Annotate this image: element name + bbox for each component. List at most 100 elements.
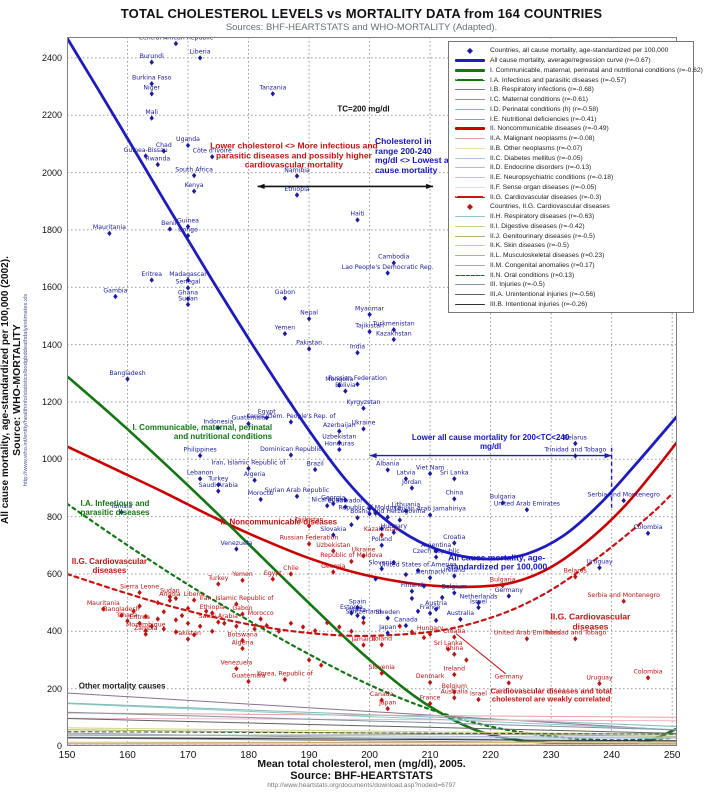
legend-label: II.H. Respiratory diseases (r=-0.63) <box>490 213 595 221</box>
x-tick-label: 150 <box>58 750 76 761</box>
line-swatch-icon <box>453 280 487 289</box>
other-causes-label: Other mortality causes <box>78 681 166 691</box>
country-label: Korea, Dem. People's Rep. of <box>246 413 336 420</box>
curve <box>67 741 677 744</box>
country-label: Finland <box>401 582 423 589</box>
country-label: Tajikistan <box>354 323 384 330</box>
country-label: Serbia and Montenegro <box>587 592 660 599</box>
data-point <box>137 603 142 609</box>
legend-label: Countries, all cause mortality, age-stan… <box>490 47 669 55</box>
data-point <box>216 581 221 587</box>
curve <box>67 731 677 735</box>
data-point <box>452 651 457 657</box>
y-tick-label: 800 <box>46 511 62 522</box>
data-point <box>506 680 511 686</box>
country-label: Spain <box>349 598 366 605</box>
data-point <box>415 608 421 614</box>
y-tick-label: 400 <box>46 626 62 637</box>
data-point <box>185 620 191 626</box>
data-point <box>403 508 409 514</box>
country-label: Nepal <box>300 310 318 317</box>
country-label: Russian Federation <box>328 375 387 382</box>
line-swatch <box>455 264 485 266</box>
country-label: Algeria <box>232 639 254 646</box>
cholesterol-range-note: Cholesterol in range 200-240 mg/dl <> Lo… <box>374 135 454 175</box>
communicable-label: I. Communicable, maternal, perinatal and… <box>132 423 273 442</box>
line-swatch <box>455 157 485 159</box>
country-label: Serbia and Montenegro <box>587 491 660 498</box>
data-point <box>258 496 263 503</box>
country-label: Uzbekistan <box>316 542 350 549</box>
data-point <box>185 142 191 149</box>
legend-label: I.A. Infectious and parasitic diseases (… <box>490 76 627 84</box>
data-point <box>573 574 578 580</box>
country-label: Korea, Republic of <box>257 670 314 677</box>
data-point <box>367 311 372 318</box>
diamond-marker-icon: ◆ <box>466 201 474 211</box>
data-point <box>427 575 433 581</box>
data-point <box>385 630 390 636</box>
country-label: Sierra Leone <box>120 583 159 590</box>
country-label: Congo <box>178 227 198 234</box>
line-swatch-icon <box>453 76 487 85</box>
country-label: Belarus <box>564 568 587 575</box>
country-label: Haiti <box>350 211 365 218</box>
diamond-marker-icon: ◆ <box>453 202 487 211</box>
country-label: Australia <box>441 689 469 696</box>
line-swatch-icon <box>453 271 487 280</box>
country-label: Morocco <box>248 610 274 617</box>
data-point <box>433 554 439 560</box>
y-axis-url: http://www.who.int/entity/healthinfo/sta… <box>23 293 29 487</box>
country-label: Libyan Arab Jamahiriya <box>394 506 466 513</box>
legend-item: II.H. Respiratory diseases (r=-0.63) <box>453 212 690 222</box>
country-label: Slovenia <box>369 664 396 671</box>
legend-item: All cause mortality, average/regression … <box>453 56 690 66</box>
country-label: Ukraine <box>352 547 376 554</box>
data-point <box>143 613 148 620</box>
data-point <box>476 696 481 703</box>
line-swatch <box>455 99 485 101</box>
data-point <box>427 631 433 637</box>
arrowhead <box>369 453 377 459</box>
line-swatch <box>455 68 485 72</box>
line-swatch-icon <box>453 163 487 172</box>
country-label: Liberia <box>184 591 205 598</box>
legend-label: II.D. Endocrine disorders (r=-0.13) <box>490 164 592 172</box>
data-point <box>149 81 154 87</box>
country-label: Benin <box>161 220 179 227</box>
line-swatch <box>455 138 485 140</box>
data-point <box>167 594 173 600</box>
line-swatch <box>455 186 485 188</box>
legend-label: II. Noncommunicable diseases (r=-0.49) <box>490 125 609 133</box>
data-point <box>379 532 384 538</box>
country-label: Netherlands <box>460 594 498 601</box>
legend-item: I.C. Maternal conditions (r=-0.61) <box>453 95 690 105</box>
country-label: Germany <box>495 674 524 681</box>
data-point <box>621 598 626 604</box>
line-swatch-icon <box>453 193 487 202</box>
data-point <box>379 697 384 703</box>
legend-label: I.D. Perinatal conditions (h) (r=-0.58) <box>490 105 599 113</box>
country-label: Lao People's Democratic Rep. <box>342 264 434 271</box>
country-label: United States of America <box>379 561 457 568</box>
y-tick-label: 1600 <box>41 282 62 293</box>
legend-item: II.E. Neuropsychiatric conditions (r=-0.… <box>453 173 690 183</box>
country-label: Indonesia <box>203 419 233 426</box>
data-point <box>300 624 306 630</box>
data-point <box>216 619 221 625</box>
data-point <box>143 631 148 637</box>
legend-label: III. Injuries (r=-0.5) <box>490 281 545 289</box>
line-swatch <box>455 216 485 218</box>
data-point <box>216 482 221 488</box>
data-point <box>107 230 112 237</box>
x-tick-label: 210 <box>421 750 439 761</box>
legend-item: I. Communicable, maternal, perinatal and… <box>453 66 703 76</box>
data-point <box>191 172 197 179</box>
country-label: Ethiopia <box>200 604 225 611</box>
data-point <box>349 610 354 616</box>
country-label: Sudan <box>160 588 180 595</box>
data-point <box>385 706 390 712</box>
country-label: Senegal <box>176 279 201 286</box>
data-point <box>216 425 221 431</box>
